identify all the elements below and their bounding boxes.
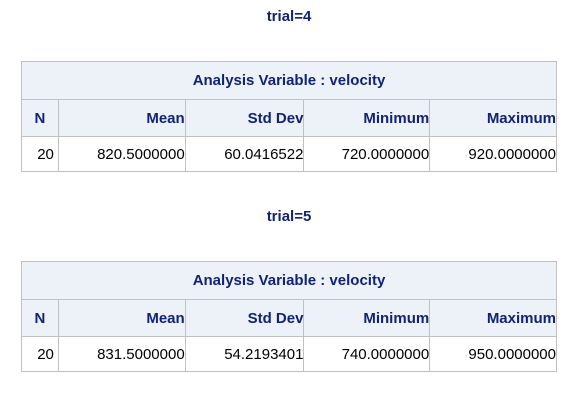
table-title-row: Analysis Variable : velocity bbox=[21, 61, 557, 100]
summary-table: Analysis Variable : velocity N Mean Std … bbox=[21, 61, 557, 172]
column-header-n: N bbox=[21, 299, 59, 337]
table-row: 20 820.5000000 60.0416522 720.0000000 92… bbox=[21, 136, 557, 172]
table-row: 20 831.5000000 54.2193401 740.0000000 95… bbox=[21, 336, 557, 372]
column-header-mean: Mean bbox=[57, 299, 186, 337]
cell-maximum: 950.0000000 bbox=[429, 336, 557, 372]
table-title-row: Analysis Variable : velocity bbox=[21, 261, 557, 300]
column-header-minimum: Minimum bbox=[303, 99, 431, 137]
column-header-n: N bbox=[21, 99, 59, 137]
column-header-std-dev: Std Dev bbox=[184, 299, 305, 337]
column-header-mean: Mean bbox=[57, 99, 186, 137]
cell-n: 20 bbox=[21, 136, 59, 172]
summary-table: Analysis Variable : velocity N Mean Std … bbox=[21, 261, 557, 372]
cell-std-dev: 54.2193401 bbox=[184, 336, 305, 372]
column-header-maximum: Maximum bbox=[429, 299, 557, 337]
cell-n: 20 bbox=[21, 336, 59, 372]
cell-minimum: 720.0000000 bbox=[303, 136, 431, 172]
column-header-std-dev: Std Dev bbox=[184, 99, 305, 137]
column-header-row: N Mean Std Dev Minimum Maximum bbox=[21, 299, 557, 337]
cell-mean: 831.5000000 bbox=[57, 336, 186, 372]
by-line-title: trial=4 bbox=[266, 8, 312, 25]
analysis-variable-header: Analysis Variable : velocity bbox=[21, 61, 557, 100]
column-header-row: N Mean Std Dev Minimum Maximum bbox=[21, 99, 557, 137]
cell-maximum: 920.0000000 bbox=[429, 136, 557, 172]
by-line-title: trial=5 bbox=[266, 208, 312, 225]
analysis-variable-header: Analysis Variable : velocity bbox=[21, 261, 557, 300]
cell-mean: 820.5000000 bbox=[57, 136, 186, 172]
column-header-minimum: Minimum bbox=[303, 299, 431, 337]
column-header-maximum: Maximum bbox=[429, 99, 557, 137]
cell-minimum: 740.0000000 bbox=[303, 336, 431, 372]
cell-std-dev: 60.0416522 bbox=[184, 136, 305, 172]
